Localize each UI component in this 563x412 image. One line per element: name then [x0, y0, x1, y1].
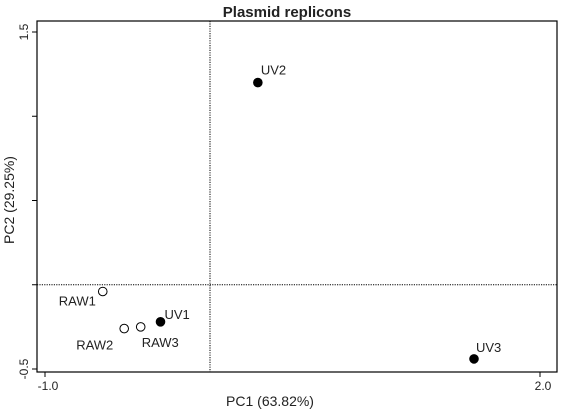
reference-lines [37, 21, 557, 372]
point-raw3 [135, 322, 146, 332]
y-tick-label: -0.5 [17, 358, 31, 379]
axis-ticks: -1.0 2.0 -0.5 1.5 [17, 23, 552, 393]
point-label-raw1: RAW1 [59, 293, 96, 308]
y-tick-label: 1.5 [17, 23, 31, 40]
point-label-uv2: UV2 [261, 63, 286, 78]
point-raw2 [119, 323, 129, 334]
point-label-raw2: RAW2 [76, 338, 113, 353]
x-tick-label: -1.0 [38, 379, 59, 393]
point-raw1 [97, 286, 108, 297]
y-axis-title: PC2 (29.25%) [1, 156, 17, 244]
chart-title: Plasmid replicons [223, 4, 351, 21]
point-uv1 [155, 317, 166, 327]
point-label-raw3: RAW3 [142, 335, 179, 350]
point-uv2 [253, 77, 263, 88]
point-label-uv3: UV3 [476, 340, 501, 355]
x-axis-title: PC1 (63.82%) [226, 393, 314, 409]
plot-frame [36, 20, 558, 373]
data-points: UV2 RAW1 UV1 RAW2 RAW3 UV3 [59, 63, 501, 364]
point-label-uv1: UV1 [165, 307, 190, 322]
x-tick-label: 2.0 [535, 379, 552, 393]
point-uv3 [469, 354, 479, 364]
